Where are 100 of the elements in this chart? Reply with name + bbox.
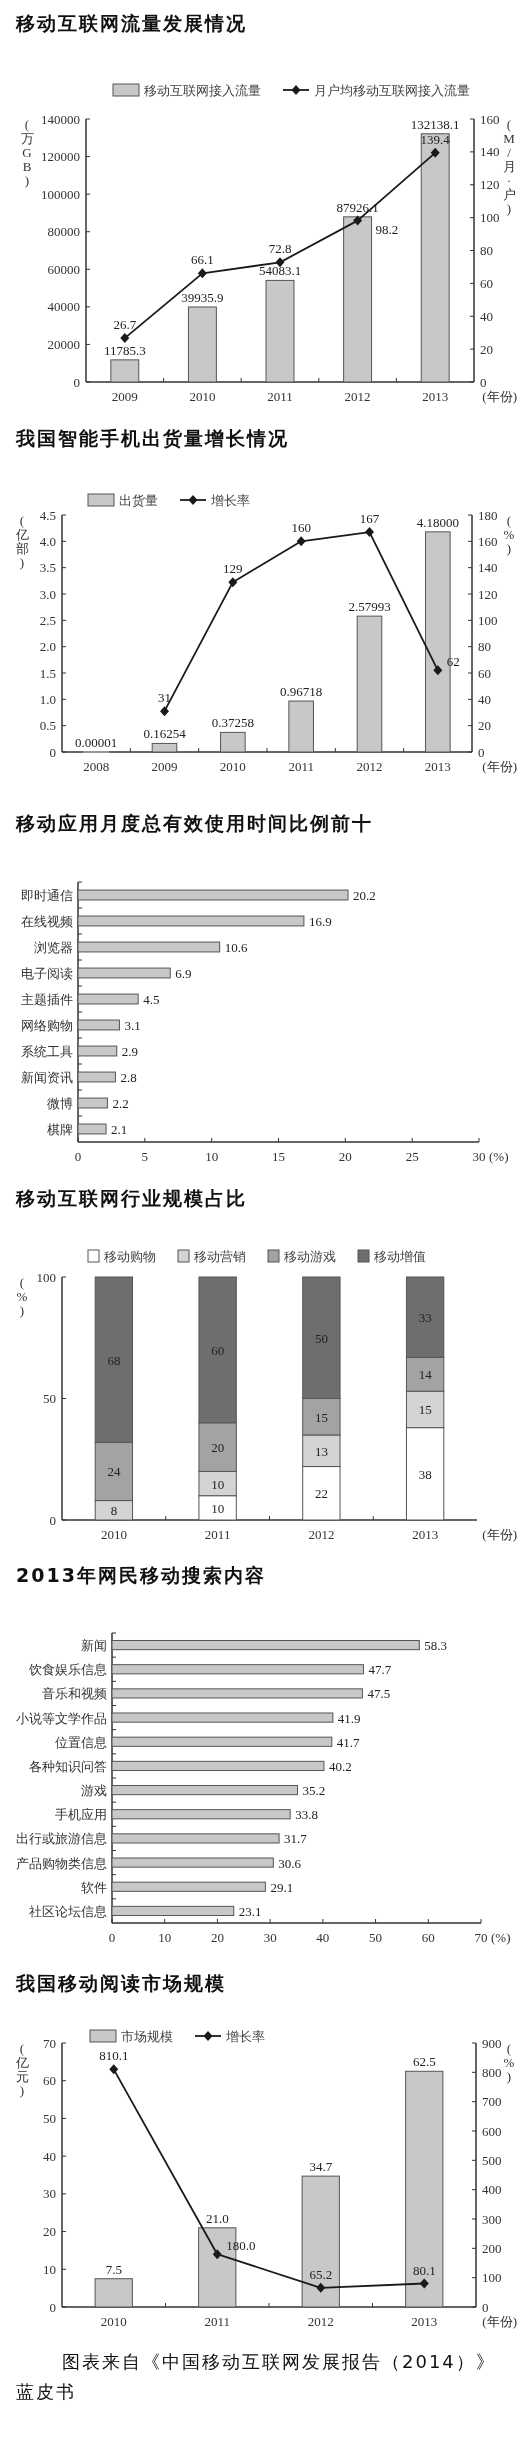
y-tick-label: 浏览器 xyxy=(34,940,73,955)
data-label: 80.1 xyxy=(412,2262,436,2278)
y2-tick-label: 40 xyxy=(480,308,493,324)
y2-tick-label: 120 xyxy=(478,586,498,602)
chart-title: 移动互联网行业规模占比 xyxy=(15,1187,247,1209)
y-tick-label: 小说等文学作品 xyxy=(16,1710,107,1726)
y-tick-label: 30 xyxy=(43,2186,56,2202)
data-label: 60 xyxy=(211,1342,225,1358)
y-tick-label: 系统工具 xyxy=(21,1044,73,1059)
point xyxy=(296,536,306,547)
x-tick-label: 2010 xyxy=(189,389,216,404)
bar xyxy=(111,1760,325,1771)
y-tick-label: 0 xyxy=(49,744,56,760)
point xyxy=(212,2249,222,2260)
x-tick-label: 25 xyxy=(405,1149,419,1164)
y2-axis-title: (M/月·户) xyxy=(502,117,516,216)
y-tick-label: 60 xyxy=(43,2073,56,2089)
x-tick-label: 2010 xyxy=(100,1527,127,1542)
chart-title: 我国移动阅读市场规模 xyxy=(15,1972,226,1994)
x-tick-label: 2012 xyxy=(307,2314,334,2329)
y2-tick-label: 20 xyxy=(478,718,491,734)
chart-title: 移动应用月度总有效使用时间比例前十 xyxy=(15,812,373,834)
y2-tick-label: 800 xyxy=(482,2064,502,2080)
data-label: 0.00001 xyxy=(75,735,118,750)
x-tick-label: 15 xyxy=(272,1149,285,1164)
data-label: 10.6 xyxy=(224,940,248,955)
y-tick-label: 2.0 xyxy=(39,639,56,655)
bar xyxy=(111,1688,363,1699)
bar xyxy=(111,1833,280,1844)
data-label: 66.1 xyxy=(191,252,214,268)
legend-label: 增长率 xyxy=(225,2029,265,2044)
x-tick-label: 2012 xyxy=(344,389,371,404)
x-tick-label: 2012 xyxy=(356,759,383,774)
bar xyxy=(110,359,140,383)
x-tick-label: 2011 xyxy=(204,1527,231,1542)
x-tick-label: 2010 xyxy=(100,2314,127,2329)
data-label: 167 xyxy=(359,511,380,527)
data-label: 24 xyxy=(107,1464,121,1480)
data-label: 14 xyxy=(418,1367,433,1383)
data-label: 20 xyxy=(211,1440,225,1456)
y2-tick-label: 140 xyxy=(478,560,498,576)
y-tick-label: 100 xyxy=(36,1269,56,1285)
y2-tick-label: 40 xyxy=(478,691,491,707)
data-label: 33 xyxy=(418,1310,432,1326)
data-label: 54083.1 xyxy=(258,263,302,279)
y2-axis-title: (%) xyxy=(503,513,515,556)
data-label: 3.1 xyxy=(124,1018,141,1033)
y-tick-label: 新闻资讯 xyxy=(21,1070,73,1085)
y-tick-label: 0 xyxy=(73,374,80,390)
legend-label: 移动互联网接入流量 xyxy=(144,83,261,98)
x-tick-label: 50 xyxy=(369,1930,383,1945)
x-tick-label: 2011 xyxy=(267,389,293,404)
point xyxy=(365,527,374,538)
y2-tick-label: 80 xyxy=(478,639,491,655)
y-axis-title: (万GB) xyxy=(20,117,34,188)
data-label: 98.2 xyxy=(375,221,399,237)
y2-tick-label: 200 xyxy=(482,2240,502,2256)
x-tick-label: 2013 xyxy=(411,2314,438,2329)
y-tick-label: 微博 xyxy=(47,1096,73,1111)
y-tick-label: 网络购物 xyxy=(21,1018,73,1033)
legend-label: 移动增值 xyxy=(374,1249,426,1264)
data-label: 15 xyxy=(314,1409,328,1425)
data-label: 35.2 xyxy=(302,1783,326,1799)
data-label: 7.5 xyxy=(105,2261,122,2277)
y2-tick-label: 600 xyxy=(482,2123,502,2139)
x-tick-label: 2009 xyxy=(111,389,138,404)
data-label: 33.8 xyxy=(295,1807,318,1823)
data-label: 4.5 xyxy=(143,992,160,1007)
y-tick-label: 20000 xyxy=(47,336,80,352)
y-tick-label: 80000 xyxy=(47,224,80,240)
x-tick-label: 20 xyxy=(210,1930,224,1945)
x-axis-title: (年份) xyxy=(482,1527,517,1542)
y2-tick-label: 400 xyxy=(482,2182,502,2198)
data-label: 0.96718 xyxy=(280,684,323,700)
y2-tick-label: 140 xyxy=(480,144,500,160)
bar xyxy=(77,941,221,953)
y-tick-label: 120000 xyxy=(41,149,80,165)
data-label: 10 xyxy=(211,1476,225,1492)
data-label: 810.1 xyxy=(99,2048,129,2064)
y-tick-label: 棋牌 xyxy=(47,1122,73,1137)
data-label: 50 xyxy=(314,1330,328,1346)
data-label: 30.6 xyxy=(278,1855,302,1871)
data-label: 0.16254 xyxy=(143,726,187,742)
data-label: 13 xyxy=(314,1443,328,1459)
bar xyxy=(220,731,246,753)
y-axis-title: (%) xyxy=(16,1275,28,1318)
x-axis-title: (%) xyxy=(489,1149,509,1164)
y-tick-label: 3.5 xyxy=(39,560,56,576)
x-tick-label: 2011 xyxy=(204,2314,231,2329)
point xyxy=(109,2064,119,2075)
x-axis-title: (年份) xyxy=(482,2314,517,2329)
y-tick-label: 140000 xyxy=(41,111,80,127)
x-tick-label: 30 xyxy=(472,1149,486,1164)
y2-tick-label: 100 xyxy=(482,2270,502,2286)
x-tick-label: 70 xyxy=(474,1930,488,1945)
legend-label: 出货量 xyxy=(119,493,158,508)
point xyxy=(353,215,363,226)
data-label: 31 xyxy=(158,690,171,706)
y-tick-label: 新闻 xyxy=(81,1638,107,1654)
legend-label: 移动营销 xyxy=(194,1249,246,1264)
